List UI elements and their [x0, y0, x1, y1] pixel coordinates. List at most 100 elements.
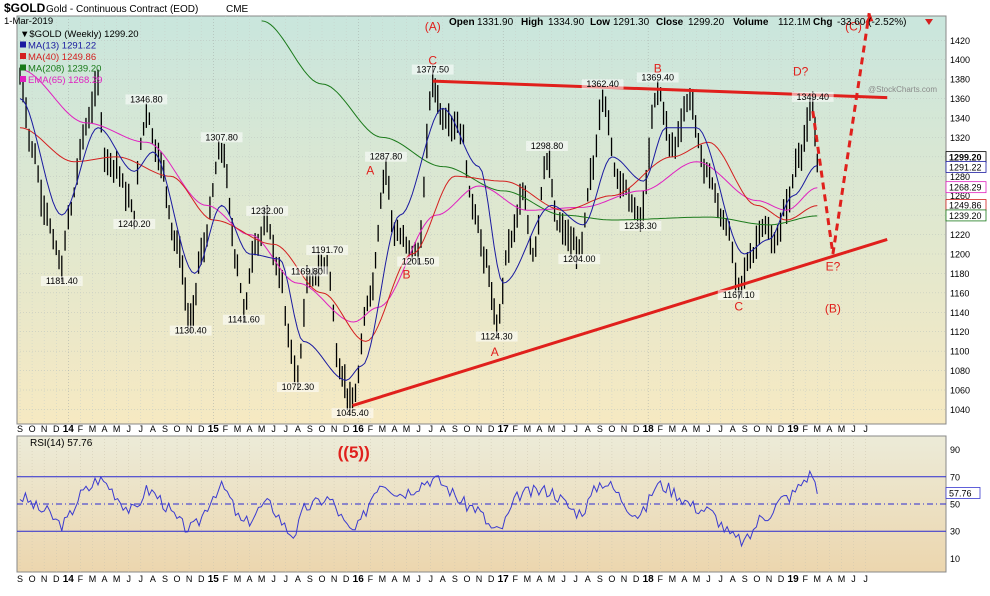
wave-label: (B) — [825, 301, 841, 315]
x-tick-label: J — [573, 574, 578, 584]
wave-label: A — [366, 163, 374, 177]
x-tick-label: M — [669, 424, 677, 434]
x-tick-label: O — [174, 424, 181, 434]
x-tick-label: J — [139, 574, 144, 584]
price-label-bg — [397, 256, 439, 267]
x-tick-label: 14 — [63, 574, 75, 585]
price-tick-label: 1180 — [950, 269, 969, 279]
x-tick-label: M — [693, 574, 701, 584]
x-tick-label: D — [53, 574, 60, 584]
price-label: 1045.40 — [336, 408, 369, 418]
x-tick-label: A — [391, 424, 397, 434]
x-tick-label: J — [863, 424, 868, 434]
x-tick-label: N — [331, 574, 338, 584]
x-tick-label: D — [198, 574, 205, 584]
rsi-tick-label: 90 — [950, 445, 960, 455]
x-tick-label: M — [403, 574, 411, 584]
x-tick-label: S — [597, 574, 603, 584]
price-tick-label: 1340 — [950, 114, 970, 124]
x-tick-label: O — [753, 424, 760, 434]
low-value: 1291.30 — [613, 17, 650, 28]
wave-label: ((5)) — [338, 443, 370, 462]
value-flag — [945, 181, 987, 194]
x-tick-label: A — [247, 574, 253, 584]
x-tick-label: 18 — [643, 424, 655, 435]
chg-value: -33.60 (-2.52%) — [837, 17, 906, 28]
x-tick-label: F — [78, 574, 84, 584]
x-tick-label: F — [802, 424, 808, 434]
price-label: 1240.20 — [118, 219, 151, 229]
x-tick-label: A — [730, 574, 736, 584]
rsi-tick-label: 70 — [950, 472, 960, 482]
x-tick-label: 16 — [353, 424, 365, 435]
price-labels: 1181.40 1346.80 1240.20 1130.40 1307.80 1141.… — [40, 64, 834, 419]
x-tick-label: D — [488, 574, 495, 584]
x-tick-label: O — [29, 574, 36, 584]
x-tick-label: J — [863, 574, 868, 584]
wave-label: A — [491, 345, 499, 359]
legend-entry: MA(40) 1249.86 — [28, 52, 96, 63]
x-tick-label: A — [440, 574, 446, 584]
price-label-bg — [717, 289, 760, 300]
annotations: (A) C A B A B C D? E? (B) (C) ((5)) — [338, 12, 888, 462]
x-tick-label: M — [693, 424, 701, 434]
x-tick-label: A — [102, 424, 108, 434]
x-tick-label: D — [343, 424, 350, 434]
axes: 1040 1060 1080 1100 1120 1140 1160 1180 1200 1220… — [17, 36, 987, 585]
price-label: 1349.40 — [796, 92, 829, 102]
x-tick-label: F — [513, 574, 519, 584]
price-tick-label: 1080 — [950, 366, 970, 376]
high-label: High — [521, 17, 543, 28]
rsi-tick-label: 30 — [950, 527, 960, 537]
price-label: 1298.80 — [531, 141, 564, 151]
x-tick-label: 17 — [498, 574, 510, 585]
price-label: 1141.60 — [228, 315, 260, 325]
price-label: 1191.70 — [311, 245, 343, 255]
x-tick-label: J — [428, 574, 433, 584]
x-tick-label: A — [102, 574, 108, 584]
rsi-tick-label: 50 — [950, 500, 960, 510]
price-label-bg — [40, 276, 83, 287]
price-label: 1204.00 — [563, 254, 596, 264]
price-tick-label: 1060 — [950, 386, 970, 396]
x-tick-label: J — [718, 424, 723, 434]
x-tick-label: N — [766, 424, 773, 434]
price-label-bg — [581, 79, 624, 90]
wave-label: B — [654, 61, 662, 75]
x-tick-label: A — [295, 574, 301, 584]
x-tick-label: D — [198, 424, 205, 434]
chart-exchange: CME — [226, 4, 249, 15]
x-tick-label: S — [452, 574, 458, 584]
x-tick-label: S — [162, 574, 168, 584]
x-tick-label: N — [621, 574, 628, 584]
x-tick-label: 17 — [498, 424, 510, 435]
price-label: 1072.30 — [282, 382, 315, 392]
x-tick-label: F — [657, 574, 663, 584]
price-label-bg — [619, 220, 662, 231]
price-tick-label: 1400 — [950, 55, 970, 65]
x-tick-label: A — [247, 424, 253, 434]
price-label: 1346.80 — [130, 94, 163, 104]
price-label-bg — [526, 141, 568, 152]
chart-date: 1-Mar-2019 — [4, 16, 53, 27]
x-tick-label: M — [379, 574, 387, 584]
price-label-bg — [791, 91, 834, 102]
x-tick-label: D — [343, 574, 350, 584]
x-tick-label: A — [440, 424, 446, 434]
x-tick-label: J — [561, 574, 566, 584]
price-label: 1377.50 — [416, 65, 449, 75]
x-tick-label: N — [476, 424, 483, 434]
ma208-line — [261, 20, 818, 226]
x-tick-label: S — [162, 424, 168, 434]
x-tick-label: F — [223, 424, 229, 434]
price-label: 1307.80 — [205, 132, 238, 142]
x-tick-label: J — [561, 424, 566, 434]
price-label-bg — [200, 132, 243, 143]
price-label-bg — [558, 254, 601, 265]
x-tick-label: M — [113, 574, 121, 584]
x-tick-label: N — [41, 574, 48, 584]
x-tick-label: M — [548, 574, 556, 584]
x-tick-label: M — [89, 574, 97, 584]
x-tick-label: M — [234, 424, 242, 434]
x-tick-label: M — [814, 574, 822, 584]
